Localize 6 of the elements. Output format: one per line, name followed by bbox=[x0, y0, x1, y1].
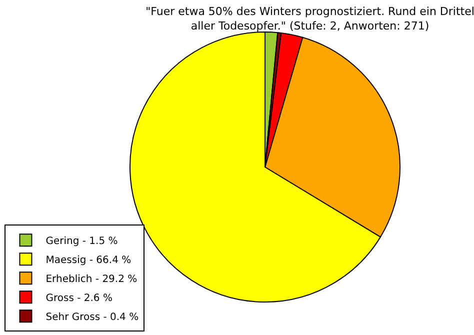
legend-label: Erheblich - 29.2 % bbox=[46, 274, 138, 286]
chart-title: "Fuer etwa 50% des Winters prognostiziert. Rund ein Drittel aller Todesopfer." (Stufe: 2, Anworten: 271) bbox=[146, 5, 474, 32]
legend-label: Gross - 2.6 % bbox=[46, 293, 112, 304]
legend-label: Gering - 1.5 % bbox=[46, 236, 118, 248]
legend-label: Sehr Gross - 0.4 % bbox=[46, 312, 139, 324]
legend-label: Maessig - 66.4 % bbox=[46, 255, 132, 266]
